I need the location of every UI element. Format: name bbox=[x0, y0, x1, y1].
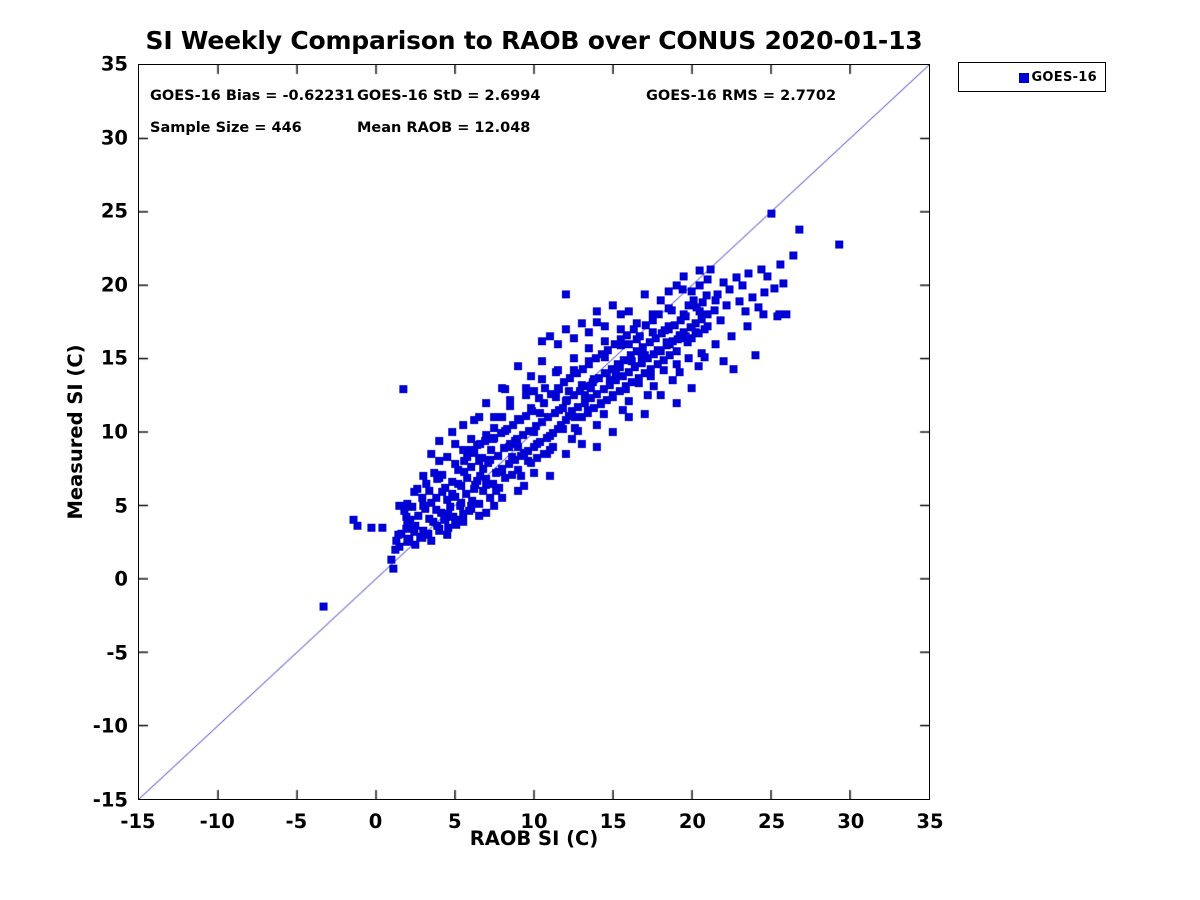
y-tick-label: -15 bbox=[92, 788, 128, 812]
x-axis-title: RAOB SI (C) bbox=[469, 827, 599, 850]
stat-annotation: Sample Size = 446 bbox=[150, 120, 302, 136]
stat-annotation: GOES-16 RMS = 2.7702 bbox=[646, 88, 837, 104]
y-tick-label: 10 bbox=[100, 420, 128, 444]
x-tick-label: 30 bbox=[837, 810, 865, 833]
stat-annotation: GOES-16 StD = 2.6994 bbox=[357, 88, 541, 104]
x-tick-label: 5 bbox=[448, 810, 462, 833]
x-tick-label: 15 bbox=[599, 810, 627, 833]
stat-annotation: Mean RAOB = 12.048 bbox=[357, 120, 531, 136]
y-tick-label: -5 bbox=[106, 641, 128, 665]
y-tick-label: 25 bbox=[100, 199, 128, 223]
legend-label-goes-16: GOES-16 bbox=[1031, 70, 1097, 85]
x-tick-label: 35 bbox=[916, 810, 944, 833]
legend-marker-goes-16 bbox=[1019, 73, 1029, 83]
y-tick-label: 30 bbox=[100, 126, 128, 150]
y-axis-title: Measured SI (C) bbox=[64, 344, 87, 520]
y-tick-label: 0 bbox=[114, 567, 128, 591]
x-tick-label: 10 bbox=[520, 810, 548, 833]
x-tick-label: 20 bbox=[678, 810, 706, 833]
x-tick-label: -5 bbox=[285, 810, 308, 833]
chart-title: SI Weekly Comparison to RAOB over CONUS … bbox=[145, 26, 923, 55]
x-tick-label: 25 bbox=[758, 810, 786, 833]
legend-box[interactable]: GOES-16 bbox=[958, 62, 1106, 92]
scatter-plot-canvas bbox=[139, 65, 929, 799]
y-tick-label: 35 bbox=[100, 52, 128, 76]
plot-area[interactable] bbox=[138, 64, 930, 800]
x-tick-label: -10 bbox=[199, 810, 235, 833]
y-tick-label: 15 bbox=[100, 346, 128, 370]
y-tick-label: -10 bbox=[92, 714, 128, 738]
stat-annotation: GOES-16 Bias = -0.62231 bbox=[150, 88, 355, 104]
x-tick-label: -15 bbox=[120, 810, 156, 833]
y-tick-label: 5 bbox=[114, 494, 128, 518]
y-tick-label: 20 bbox=[100, 273, 128, 297]
x-tick-label: 0 bbox=[368, 810, 383, 833]
